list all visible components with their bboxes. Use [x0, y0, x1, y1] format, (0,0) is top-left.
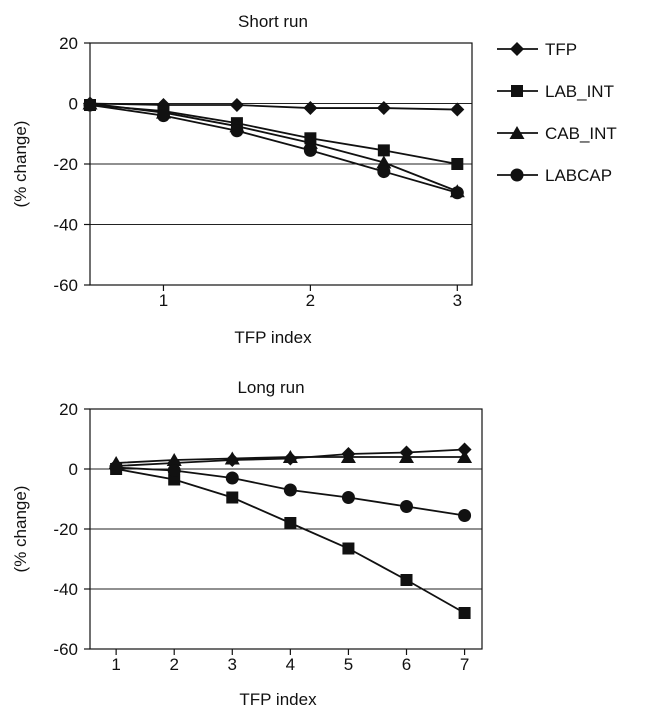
legend-label: LAB_INT	[545, 82, 614, 101]
data-point	[400, 500, 414, 513]
series-line	[89, 104, 458, 194]
series-line	[89, 102, 458, 111]
x-tick-label: 7	[460, 655, 469, 674]
series-cab-int	[108, 450, 473, 469]
x-tick-label: 1	[111, 655, 120, 674]
data-point	[282, 450, 298, 463]
legend-marker-triangle-icon	[509, 126, 525, 139]
series-line	[89, 102, 458, 193]
chart-title: Long run	[237, 378, 304, 397]
y-axis-label: (% change)	[11, 486, 30, 573]
y-tick-label: -40	[53, 216, 78, 235]
y-tick-label: 0	[69, 95, 78, 114]
legend-item: TFP	[497, 40, 577, 59]
data-point	[284, 517, 297, 529]
legend-marker-circle-icon	[510, 168, 524, 182]
data-point	[109, 461, 123, 474]
data-point	[156, 109, 170, 123]
data-point	[229, 98, 244, 113]
y-tick-label: -60	[53, 276, 78, 295]
data-point	[377, 165, 391, 179]
y-axis-label: (% change)	[11, 121, 30, 208]
legend-label: CAB_INT	[545, 124, 617, 143]
chart-title: Short run	[238, 12, 308, 31]
y-tick-label: -40	[53, 580, 78, 599]
legend-marker-diamond-icon	[510, 42, 524, 56]
legend-item: LAB_INT	[497, 82, 614, 101]
legend-marker-square-icon	[511, 85, 523, 97]
data-point	[224, 451, 240, 465]
x-tick-label: 2	[169, 655, 178, 674]
data-point	[342, 542, 355, 555]
data-point	[303, 101, 318, 116]
series-line	[89, 104, 458, 165]
legend-item: CAB_INT	[497, 124, 617, 143]
data-point	[400, 574, 413, 586]
data-point	[399, 450, 415, 463]
y-tick-label: 20	[59, 34, 78, 53]
data-point	[166, 453, 182, 466]
data-point	[230, 124, 244, 138]
data-point	[225, 471, 239, 485]
legend-label: LABCAP	[545, 166, 612, 185]
data-point	[451, 158, 464, 170]
data-point	[168, 473, 181, 486]
x-tick-label: 3	[228, 655, 237, 674]
legend: TFP LAB_INT CAB_INT LABCAP	[497, 40, 617, 185]
series-labcap	[109, 461, 472, 522]
data-point	[458, 607, 471, 619]
data-point	[340, 450, 356, 463]
x-tick-label: 2	[306, 291, 315, 310]
x-tick-label: 3	[453, 291, 462, 310]
data-point	[457, 450, 473, 463]
data-point	[341, 491, 355, 504]
chart-panel-2: Long run 20 0 -20 -40 -60 1 2 3 4 5 6 7 TFP index (% c…	[11, 378, 483, 709]
series-tfp	[83, 96, 465, 117]
data-point	[376, 101, 391, 116]
data-point	[377, 144, 390, 157]
x-tick-label: 6	[402, 655, 411, 674]
y-tick-label: -60	[53, 640, 78, 659]
y-tick-label: 20	[59, 400, 78, 419]
y-tick-label: -20	[53, 155, 78, 174]
data-point	[450, 102, 465, 117]
data-point	[167, 464, 181, 477]
chart-panel-1: Short run 20 0 -20 -40 -60 1 2 3 TFP index (% chan…	[11, 12, 473, 347]
data-point	[376, 155, 392, 169]
series-labcap	[83, 98, 464, 200]
data-point	[450, 186, 464, 200]
data-point	[457, 442, 472, 457]
y-tick-label: -20	[53, 520, 78, 539]
x-tick-label: 4	[286, 655, 295, 674]
legend-item: LABCAP	[497, 166, 612, 185]
data-point	[458, 509, 472, 522]
x-tick-label: 1	[159, 291, 168, 310]
data-point	[83, 98, 97, 112]
x-axis-label: TFP index	[234, 328, 312, 347]
x-axis-label: TFP index	[239, 690, 317, 709]
data-point	[226, 491, 239, 504]
data-point	[303, 143, 317, 157]
legend-label: TFP	[545, 40, 577, 59]
y-tick-label: 0	[69, 460, 78, 479]
x-tick-label: 5	[344, 655, 353, 674]
data-point	[283, 483, 297, 497]
